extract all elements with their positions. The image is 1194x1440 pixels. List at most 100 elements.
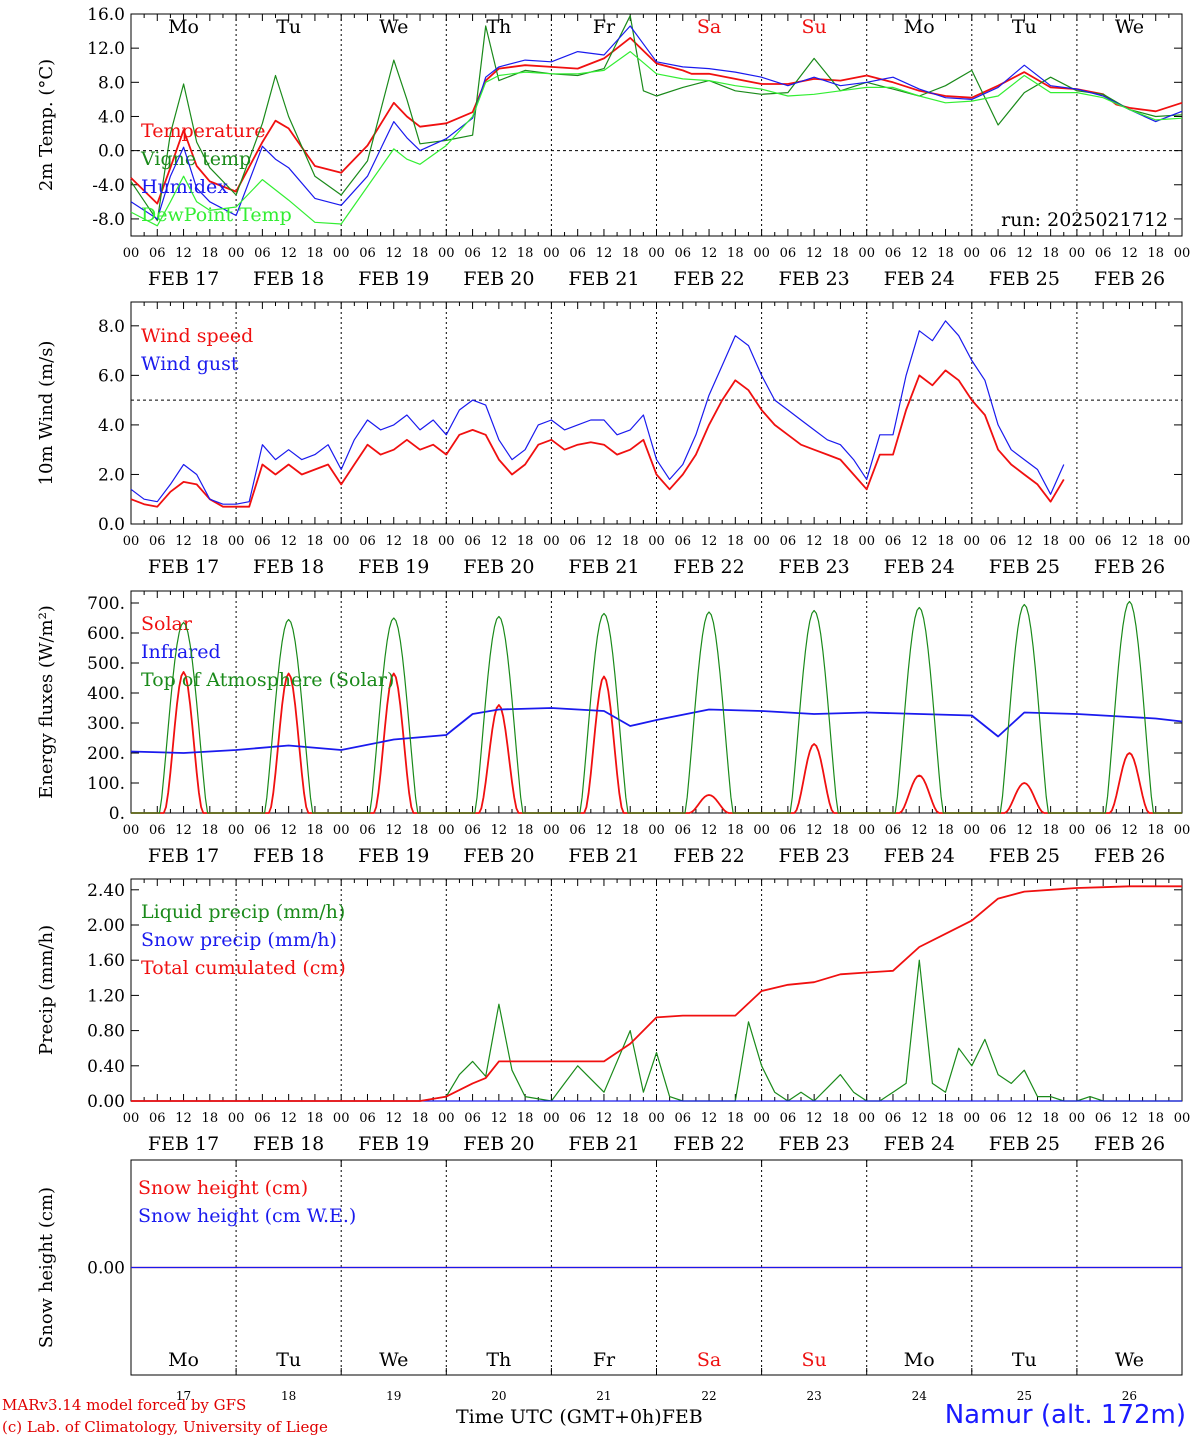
hour-tick-label: 00	[964, 246, 981, 261]
station-name: Namur (alt. 172m)	[944, 1400, 1186, 1430]
hour-tick-label: 06	[569, 823, 586, 838]
date-label: FEB 17	[148, 1133, 219, 1155]
hour-tick-label: 06	[1095, 246, 1112, 261]
weekday-label: Th	[486, 16, 511, 38]
hour-tick-label: 00	[1069, 823, 1086, 838]
hour-tick-label: 18	[517, 1111, 534, 1126]
hour-tick-label: 18	[937, 823, 954, 838]
run-label: run: 2025021712	[1001, 209, 1168, 231]
legend-entry: Temperature	[141, 120, 265, 142]
hour-tick-label: 00	[648, 1111, 665, 1126]
date-label: FEB 17	[148, 845, 219, 867]
y-axis-title: Energy fluxes (W/m²)	[36, 605, 57, 799]
hour-tick-label: 06	[990, 246, 1007, 261]
y-tick-label: 700.	[87, 594, 125, 614]
series-line-infrared	[130, 707, 1183, 754]
hour-tick-label: 18	[1042, 823, 1059, 838]
series-line-vigne-temp	[130, 15, 1183, 222]
date-label: FEB 26	[1094, 556, 1165, 578]
legend-entry: Humidex	[141, 176, 228, 198]
legend-entry: Liquid precip (mm/h)	[141, 901, 345, 923]
hour-tick-label: 12	[1016, 534, 1033, 549]
date-label: FEB 23	[779, 268, 850, 290]
hour-tick-label: 00	[333, 246, 350, 261]
date-label: FEB 26	[1094, 1133, 1165, 1155]
hour-tick-label: 06	[990, 823, 1007, 838]
hour-tick-label: 06	[675, 1111, 692, 1126]
hour-tick-label: 12	[1121, 823, 1138, 838]
date-label: FEB 19	[358, 1133, 429, 1155]
hour-tick-label: 06	[780, 534, 797, 549]
weekday-label: Mo	[904, 16, 935, 38]
hour-tick-label: 00	[543, 534, 560, 549]
hour-tick-label: 06	[569, 1111, 586, 1126]
hour-tick-label: 00	[123, 246, 140, 261]
day-number-label: 24	[912, 1389, 928, 1403]
y-tick-label: 0.	[109, 804, 125, 824]
hour-tick-label: 12	[491, 1111, 508, 1126]
date-label: FEB 20	[463, 845, 534, 867]
x-axis-title: Time UTC (GMT+0h)FEB	[456, 1406, 703, 1428]
hour-tick-label: 12	[1121, 534, 1138, 549]
y-axis-title: 10m Wind (m/s)	[36, 341, 57, 486]
hour-tick-label: 18	[307, 823, 324, 838]
weekday-label: We	[379, 1349, 408, 1371]
y-tick-label: 2.00	[87, 916, 125, 936]
panel-3: 0. 100. 200. 300. 400. 500. 600. 700. Energy flu…	[36, 590, 1191, 867]
hour-tick-label: 00	[438, 534, 455, 549]
hour-tick-label: 12	[175, 1111, 192, 1126]
hour-tick-label: 12	[596, 534, 613, 549]
hour-tick-label: 18	[202, 1111, 219, 1126]
y-tick-label: 4.0	[98, 416, 125, 436]
hour-tick-label: 00	[1174, 823, 1191, 838]
hour-tick-label: 06	[780, 1111, 797, 1126]
hour-tick-label: 18	[1147, 246, 1164, 261]
hour-tick-label: 18	[307, 246, 324, 261]
day-number-label: 21	[596, 1389, 611, 1403]
date-label: FEB 24	[884, 1133, 955, 1155]
hour-tick-label: 12	[596, 823, 613, 838]
y-tick-label: 2.40	[87, 881, 125, 901]
hour-tick-label: 00	[648, 823, 665, 838]
hour-tick-label: 12	[280, 823, 297, 838]
hour-tick-label: 12	[701, 534, 718, 549]
series-line-dewpoint-temp	[130, 50, 1183, 227]
hour-tick-label: 12	[806, 1111, 823, 1126]
hour-tick-label: 00	[333, 823, 350, 838]
weekday-label: We	[1115, 16, 1144, 38]
hour-tick-label: 12	[701, 1111, 718, 1126]
series-line-total-cumulated-cm-	[131, 885, 1182, 1102]
day-number-label: 26	[1122, 1389, 1137, 1403]
hour-tick-label: 00	[964, 823, 981, 838]
hour-tick-label: 12	[280, 534, 297, 549]
hour-tick-label: 12	[701, 246, 718, 261]
hour-tick-label: 12	[385, 1111, 402, 1126]
credit-line-lab: (c) Lab. of Climatology, University of L…	[2, 1418, 328, 1436]
weekday-label: Th	[486, 1349, 511, 1371]
legend-entry: Infrared	[141, 641, 221, 663]
y-tick-label: 0.80	[87, 1022, 125, 1042]
weekday-label: Fr	[593, 1349, 616, 1371]
legend-entry: Total cumulated (cm)	[141, 957, 346, 979]
y-tick-label: 300.	[87, 714, 125, 734]
hour-tick-label: 06	[885, 534, 902, 549]
hour-tick-label: 00	[1174, 1111, 1191, 1126]
day-number-label: 17	[176, 1389, 191, 1403]
day-number-label: 19	[386, 1389, 401, 1403]
hour-tick-label: 00	[648, 246, 665, 261]
day-number-label: 18	[281, 1389, 296, 1403]
hour-tick-label: 06	[1095, 823, 1112, 838]
weekday-label: We	[379, 16, 408, 38]
hour-tick-label: 12	[596, 1111, 613, 1126]
hour-tick-label: 00	[438, 823, 455, 838]
hour-tick-label: 18	[727, 823, 744, 838]
hour-tick-label: 12	[385, 534, 402, 549]
hour-tick-label: 18	[937, 1111, 954, 1126]
hour-tick-label: 00	[753, 246, 770, 261]
hour-tick-label: 18	[727, 534, 744, 549]
y-tick-label: 12.0	[87, 39, 125, 59]
hour-tick-label: 00	[123, 534, 140, 549]
hour-tick-label: 12	[491, 534, 508, 549]
hour-tick-label: 12	[1016, 1111, 1033, 1126]
hour-tick-label: 18	[412, 823, 429, 838]
